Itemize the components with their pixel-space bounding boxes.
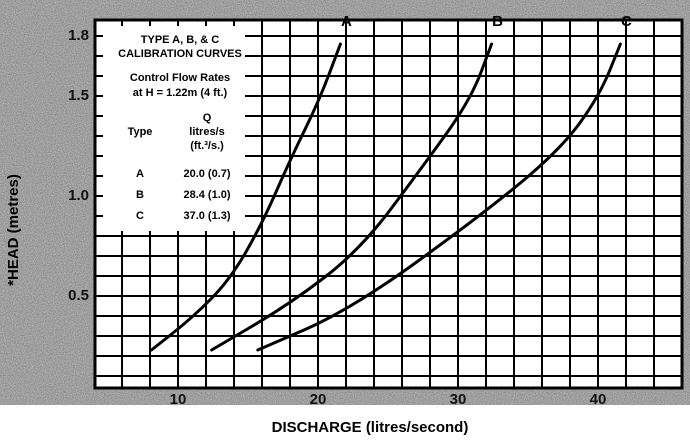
curve-label: C xyxy=(621,13,632,30)
legend-text: litres/s xyxy=(189,126,224,138)
y-tick-label: 1.8 xyxy=(68,27,89,44)
legend-text: Type xyxy=(128,126,153,138)
legend-text: Control Flow Rates xyxy=(130,72,230,84)
x-tick-label: 40 xyxy=(590,391,607,408)
legend-text: (ft.³/s.) xyxy=(190,140,224,152)
legend-text: A xyxy=(136,168,144,180)
x-tick-label: 30 xyxy=(450,391,467,408)
y-axis-label: *HEAD (metres) xyxy=(5,174,22,286)
curve xyxy=(149,42,342,352)
legend-text: TYPE A, B, & C xyxy=(141,34,219,46)
x-tick-label: 10 xyxy=(170,391,187,408)
legend-box xyxy=(103,26,245,231)
legend-text: Q xyxy=(203,112,212,124)
x-tick-label: 20 xyxy=(310,391,327,408)
curve xyxy=(256,42,622,352)
curve xyxy=(210,42,494,352)
footer-band xyxy=(0,405,690,440)
legend-text: C xyxy=(136,210,144,222)
y-tick-label: 1.0 xyxy=(68,187,89,204)
legend-text: B xyxy=(136,189,144,201)
legend-text: 20.0 (0.7) xyxy=(183,168,230,180)
curve-label: B xyxy=(492,13,503,30)
legend-text: 28.4 (1.0) xyxy=(183,189,230,201)
legend-text: CALIBRATION CURVES xyxy=(118,48,242,60)
y-tick-label: 1.5 xyxy=(68,87,89,104)
legend-text: 37.0 (1.3) xyxy=(183,210,230,222)
x-axis-label: DISCHARGE (litres/second) xyxy=(272,419,469,436)
legend-text: at H = 1.22m (4 ft.) xyxy=(133,87,228,99)
curve-label: A xyxy=(341,13,352,30)
y-tick-label: 0.5 xyxy=(68,287,89,304)
plot-frame xyxy=(93,18,684,390)
